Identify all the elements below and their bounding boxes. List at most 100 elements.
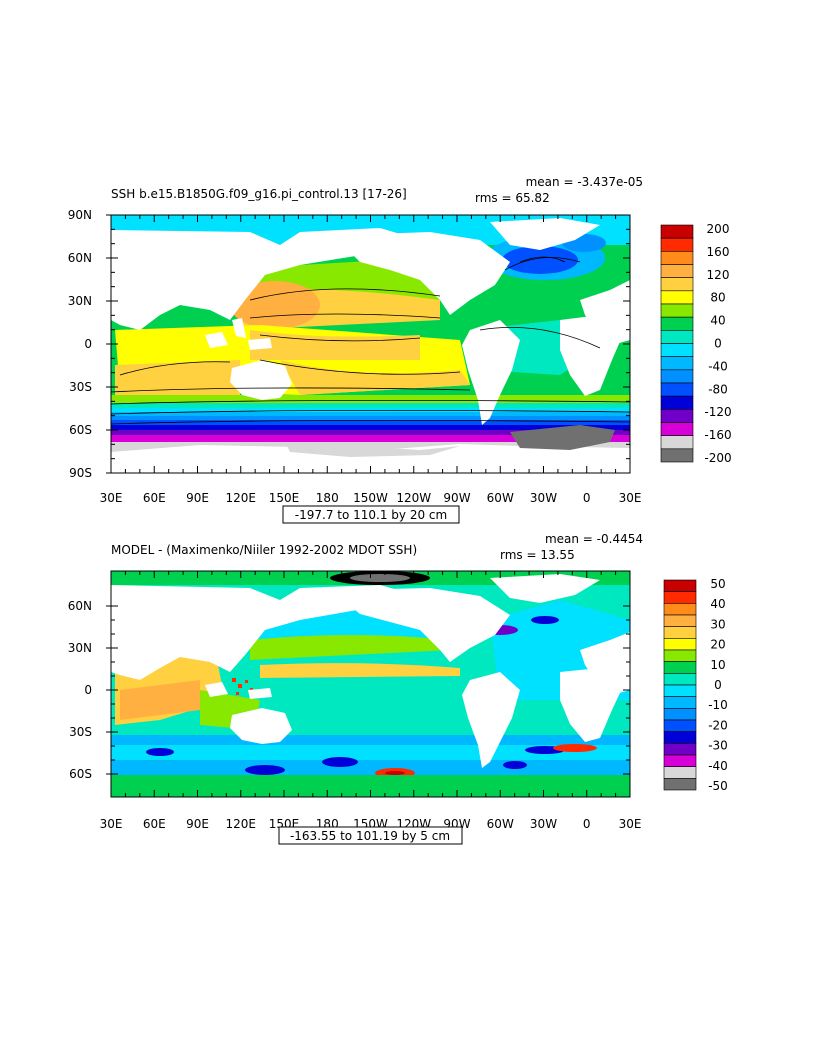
panel-2-title: MODEL - (Maximenko/Niiler 1992-2002 MDOT…	[111, 543, 417, 557]
panel-2-rms: rms = 13.55	[500, 548, 575, 562]
panel-2-range-box	[278, 826, 463, 845]
colorbar-label: -200	[704, 451, 731, 465]
colorbar-swatch	[660, 395, 694, 410]
colorbar-swatch	[660, 448, 694, 463]
colorbar-swatch	[663, 649, 697, 662]
colorbar-label: -50	[708, 779, 728, 793]
panel-1-lat-labels: 90N 60N 30N 0 30S 60S 90S	[68, 208, 92, 480]
lon-label: 0	[583, 491, 591, 505]
lon-label: 120E	[226, 817, 257, 831]
colorbar-swatch	[663, 626, 697, 639]
colorbar-swatch	[660, 422, 694, 436]
colorbar-swatch	[660, 435, 694, 450]
colorbar-swatch	[660, 303, 694, 318]
colorbar-label: -40	[708, 759, 728, 773]
contour-lines	[111, 256, 630, 425]
lon-label: 120E	[226, 491, 257, 505]
lon-label: 30W	[530, 491, 557, 505]
lat-label: 30N	[68, 294, 92, 308]
panel-1: SSH b.e15.B1850G.f09_g16.pi_control.13 […	[68, 175, 732, 524]
panel-1-colorbar: 200 160 120 80 40 0 -40 -80 -120 -160 -200	[660, 222, 732, 465]
colorbar-swatch	[660, 251, 694, 265]
colorbar-swatch	[663, 684, 697, 697]
colorbar-swatch	[663, 766, 697, 779]
colorbar-label: 50	[710, 577, 725, 591]
lat-label: 60S	[69, 423, 92, 437]
colorbar-label: 40	[710, 314, 725, 328]
colorbar-swatch	[660, 343, 694, 357]
lat-label: 0	[84, 337, 92, 351]
colorbar-label: 40	[710, 597, 725, 611]
colorbar-swatch	[663, 603, 697, 616]
colorbar-swatch	[660, 409, 694, 423]
lon-label: 90E	[186, 491, 209, 505]
lon-label: 0	[583, 817, 591, 831]
colorbar-label: -40	[708, 359, 728, 373]
lon-label: 30E	[619, 491, 642, 505]
lon-label: 90E	[186, 817, 209, 831]
colorbar-swatch	[660, 382, 694, 397]
lon-label: 60E	[143, 491, 166, 505]
panel-1-ticks	[106, 214, 631, 474]
panel-1-map	[111, 215, 630, 473]
colorbar-label: 0	[714, 337, 722, 351]
colorbar-swatch	[660, 356, 694, 371]
lat-label: 30S	[69, 725, 92, 739]
colorbar-swatch	[663, 719, 697, 732]
colorbar-label: 200	[707, 222, 730, 236]
colorbar-label: -120	[704, 405, 731, 419]
land-mask	[111, 218, 630, 473]
panel-1-range-box	[282, 505, 460, 524]
colorbar-swatch	[660, 264, 694, 278]
panel-2-ticks	[106, 571, 631, 797]
lon-label: 30E	[100, 491, 123, 505]
lat-label: 90N	[68, 208, 92, 222]
colorbar-swatch	[660, 369, 694, 384]
lon-label: 30W	[530, 817, 557, 831]
colorbar-swatch	[663, 696, 697, 709]
lat-label: 30N	[68, 641, 92, 655]
colorbar-swatch	[663, 661, 697, 674]
colorbar-swatch	[663, 743, 697, 756]
lon-label: 30E	[100, 817, 123, 831]
panel-1-mean: mean = -3.437e-05	[526, 175, 643, 189]
lat-label: 90S	[69, 466, 92, 480]
panel-2-range: -163.55 to 101.19 by 5 cm	[290, 829, 450, 843]
colorbar-swatch	[663, 778, 697, 791]
lat-label: 0	[84, 683, 92, 697]
land-mask	[111, 574, 630, 768]
lat-label: 60S	[69, 767, 92, 781]
lon-label: 150W	[353, 491, 388, 505]
colorbar-swatch	[660, 330, 694, 344]
colorbar-swatch	[660, 316, 694, 331]
lon-label: 120W	[396, 491, 431, 505]
colorbar-swatch	[660, 224, 694, 239]
panel-2-colorbar: 50 40 30 20 10 0 -10 -20 -30 -40 -50	[663, 577, 728, 793]
colorbar-swatch	[663, 708, 697, 721]
panel-2-map	[111, 571, 630, 797]
colorbar-swatch	[663, 638, 697, 651]
colorbar-swatch	[663, 591, 697, 604]
panel-2-lat-labels: 60N 30N 0 30S 60S	[68, 599, 92, 781]
lon-label: 180	[316, 491, 339, 505]
colorbar-label: -20	[708, 718, 728, 732]
colorbar-swatch	[663, 614, 697, 627]
colorbar-swatch	[663, 579, 697, 592]
colorbar-swatch	[660, 277, 694, 292]
lat-label: 30S	[69, 380, 92, 394]
lon-label: 30E	[619, 817, 642, 831]
lon-label: 60W	[487, 491, 514, 505]
colorbar-label: -160	[704, 428, 731, 442]
lon-label: 60E	[143, 817, 166, 831]
lon-label: 60W	[487, 817, 514, 831]
colorbar-label: -80	[708, 382, 728, 396]
panel-1-title: SSH b.e15.B1850G.f09_g16.pi_control.13 […	[111, 187, 407, 201]
lat-label: 60N	[68, 251, 92, 265]
colorbar-label: -10	[708, 698, 728, 712]
colorbar-label: 160	[707, 245, 730, 259]
colorbar-label: 80	[710, 291, 725, 305]
colorbar-label: 10	[710, 658, 725, 672]
panel-2: MODEL - (Maximenko/Niiler 1992-2002 MDOT…	[68, 532, 728, 845]
lon-label: 150E	[269, 491, 300, 505]
colorbar-swatch	[660, 290, 694, 305]
